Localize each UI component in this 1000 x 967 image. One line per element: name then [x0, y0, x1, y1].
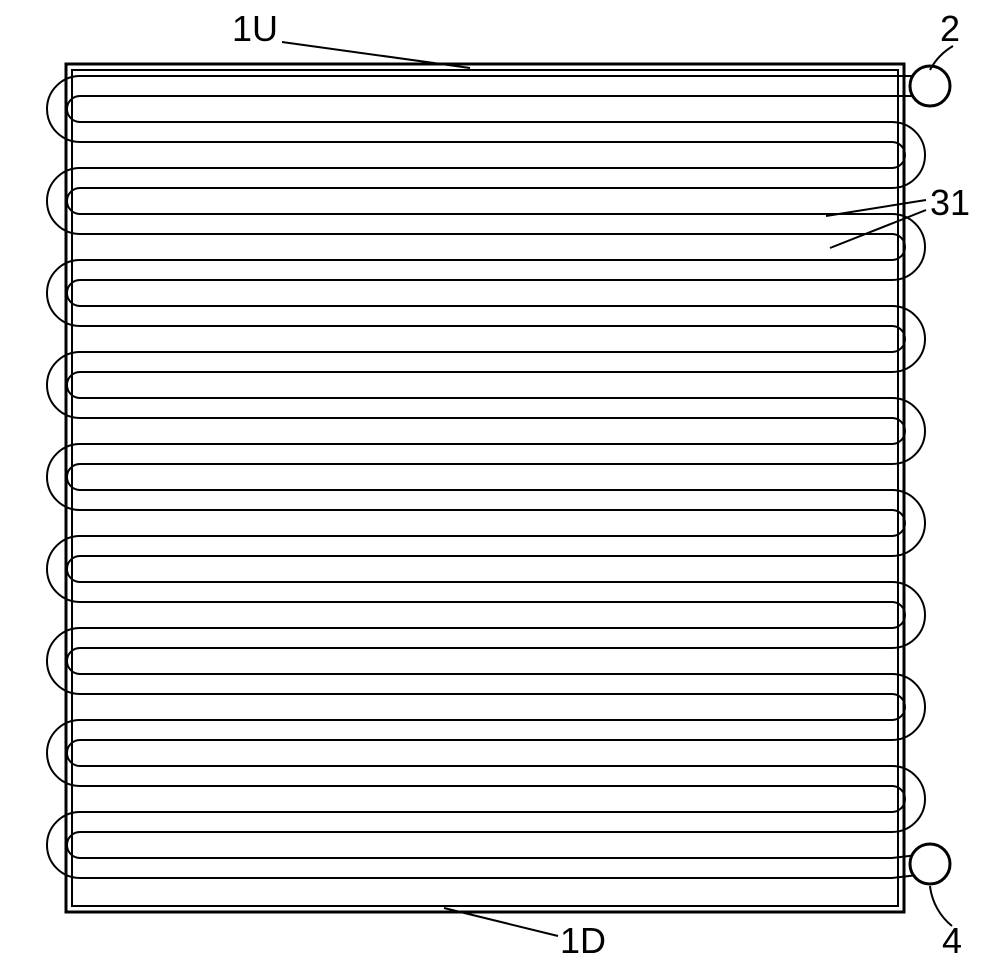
frame-outer [66, 64, 904, 912]
diagram-svg [0, 0, 1000, 967]
leader-31-leader-lower [830, 210, 926, 248]
port-top [910, 66, 950, 106]
label-31: 31 [930, 182, 970, 224]
diagram-stage: 1U 2 31 1D 4 [0, 0, 1000, 967]
label-1U: 1U [232, 8, 278, 50]
frame-inner [72, 70, 898, 906]
label-4: 4 [942, 920, 962, 962]
port-bottom [910, 844, 950, 884]
label-2: 2 [940, 8, 960, 50]
label-1D: 1D [560, 920, 606, 962]
serpentine-coil [47, 76, 926, 878]
